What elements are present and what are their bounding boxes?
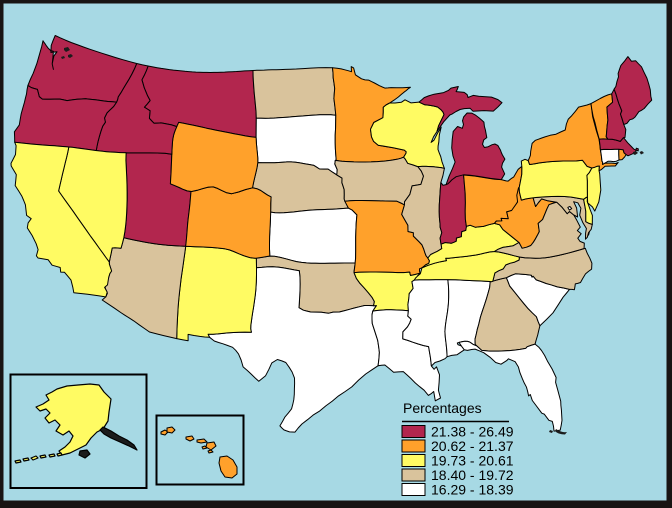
svg-text:Percentages: Percentages — [403, 400, 482, 416]
svg-text:18.40 - 19.72: 18.40 - 19.72 — [431, 467, 514, 483]
svg-text:20.62 - 21.37: 20.62 - 21.37 — [431, 438, 514, 454]
svg-text:16.29 - 18.39: 16.29 - 18.39 — [431, 482, 514, 498]
svg-text:19.73 - 20.61: 19.73 - 20.61 — [431, 453, 514, 469]
svg-text:21.38 - 26.49: 21.38 - 26.49 — [431, 424, 514, 440]
